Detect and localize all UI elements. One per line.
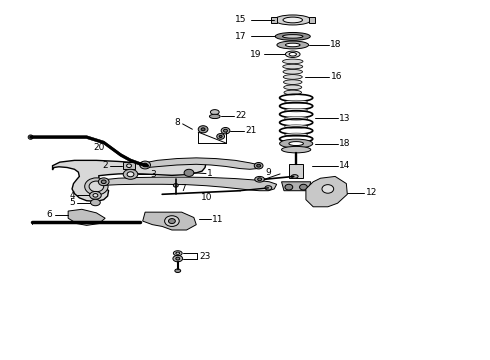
Ellipse shape	[173, 184, 178, 187]
Ellipse shape	[221, 127, 230, 134]
Ellipse shape	[254, 162, 263, 169]
Ellipse shape	[283, 35, 303, 38]
Circle shape	[165, 216, 179, 226]
Ellipse shape	[209, 114, 220, 118]
Ellipse shape	[285, 125, 308, 129]
Text: 13: 13	[339, 114, 350, 123]
Ellipse shape	[91, 199, 100, 206]
Text: 15: 15	[235, 15, 246, 24]
Ellipse shape	[284, 85, 302, 90]
Ellipse shape	[283, 64, 303, 69]
Text: 1: 1	[207, 169, 213, 178]
Bar	[271, 17, 277, 23]
Text: 7: 7	[181, 184, 186, 193]
Text: 12: 12	[366, 188, 377, 197]
Circle shape	[299, 184, 307, 190]
Circle shape	[217, 134, 224, 139]
Circle shape	[198, 126, 208, 133]
Ellipse shape	[173, 251, 182, 256]
Text: 18: 18	[339, 139, 350, 148]
Text: 20: 20	[93, 143, 104, 152]
Text: 16: 16	[331, 72, 342, 81]
Ellipse shape	[140, 161, 150, 169]
Bar	[122, 162, 135, 169]
Ellipse shape	[286, 43, 300, 47]
Ellipse shape	[283, 59, 303, 64]
Ellipse shape	[85, 178, 108, 195]
Ellipse shape	[285, 117, 308, 120]
Ellipse shape	[127, 172, 134, 177]
Ellipse shape	[126, 164, 131, 167]
Ellipse shape	[283, 17, 302, 23]
Polygon shape	[143, 212, 196, 230]
Text: 5: 5	[69, 198, 75, 207]
Polygon shape	[143, 158, 260, 169]
Ellipse shape	[285, 133, 308, 136]
Circle shape	[322, 185, 334, 193]
Ellipse shape	[123, 169, 138, 179]
Ellipse shape	[143, 163, 147, 167]
Bar	[309, 17, 315, 23]
Ellipse shape	[176, 257, 180, 260]
Ellipse shape	[258, 178, 262, 181]
Ellipse shape	[291, 175, 298, 178]
Ellipse shape	[284, 80, 302, 85]
Ellipse shape	[173, 255, 183, 262]
Text: 17: 17	[235, 32, 246, 41]
Ellipse shape	[90, 192, 101, 199]
Text: 8: 8	[174, 118, 180, 127]
Ellipse shape	[282, 147, 311, 153]
Ellipse shape	[289, 141, 303, 145]
Polygon shape	[101, 177, 277, 191]
Polygon shape	[52, 160, 206, 202]
Circle shape	[169, 219, 175, 224]
Text: 2: 2	[102, 161, 108, 170]
Text: 10: 10	[201, 193, 213, 202]
Ellipse shape	[283, 75, 302, 79]
Ellipse shape	[285, 108, 308, 112]
Text: 23: 23	[199, 252, 211, 261]
Ellipse shape	[101, 180, 106, 184]
Circle shape	[201, 128, 205, 131]
Ellipse shape	[255, 176, 265, 182]
Ellipse shape	[28, 135, 33, 139]
Ellipse shape	[175, 269, 181, 273]
Polygon shape	[306, 176, 347, 207]
Ellipse shape	[176, 252, 180, 254]
Ellipse shape	[89, 181, 104, 192]
Ellipse shape	[286, 51, 300, 58]
Ellipse shape	[93, 194, 98, 197]
Polygon shape	[282, 182, 311, 191]
Text: 3: 3	[150, 170, 156, 179]
Ellipse shape	[98, 178, 109, 186]
Bar	[289, 164, 303, 178]
Text: 18: 18	[330, 40, 342, 49]
Text: 22: 22	[236, 111, 247, 120]
Text: 21: 21	[245, 126, 256, 135]
Ellipse shape	[284, 90, 301, 95]
Ellipse shape	[285, 100, 308, 104]
Ellipse shape	[210, 110, 219, 114]
Ellipse shape	[283, 69, 302, 74]
Polygon shape	[68, 209, 105, 225]
Circle shape	[285, 184, 293, 190]
Ellipse shape	[274, 15, 311, 25]
Text: 14: 14	[339, 161, 350, 170]
Ellipse shape	[277, 41, 309, 49]
Ellipse shape	[265, 186, 272, 190]
Ellipse shape	[280, 139, 313, 148]
Text: 11: 11	[212, 215, 223, 224]
Text: 6: 6	[47, 210, 52, 219]
Text: 9: 9	[266, 168, 271, 177]
Circle shape	[219, 135, 222, 138]
Text: 4: 4	[69, 191, 75, 200]
Text: 19: 19	[249, 50, 261, 59]
Ellipse shape	[289, 53, 296, 56]
Ellipse shape	[257, 164, 261, 167]
Circle shape	[184, 169, 194, 176]
Ellipse shape	[223, 129, 227, 132]
Ellipse shape	[275, 32, 310, 40]
